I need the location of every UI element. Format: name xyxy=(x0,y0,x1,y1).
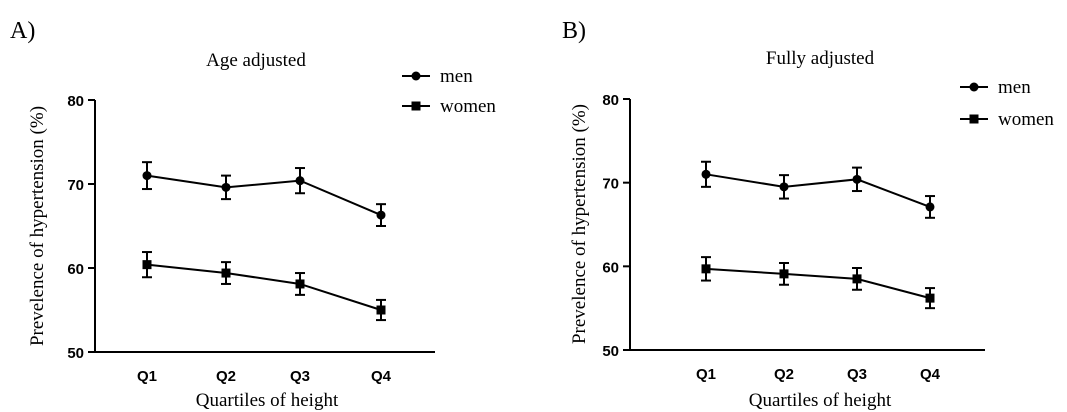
chart-panel-b: B) Fully adjusted 50 60 70 80 Q1 Q2 Q3 Q4 Quartile… xyxy=(562,18,1054,411)
y-tick-label: 60 xyxy=(67,261,84,278)
data-point xyxy=(925,293,935,303)
y-tick-label: 50 xyxy=(602,343,619,360)
legend-label: women xyxy=(440,96,496,117)
y-tick-label: 80 xyxy=(602,92,619,109)
x-tick-label: Q1 xyxy=(137,368,157,385)
data-point xyxy=(142,171,152,181)
legend-label: men xyxy=(440,66,473,87)
y-tick-label: 60 xyxy=(602,259,619,276)
data-point xyxy=(852,174,862,184)
y-tick-label: 70 xyxy=(67,177,84,194)
series-men xyxy=(142,161,386,227)
series-women xyxy=(142,251,386,322)
data-point xyxy=(142,260,152,270)
data-point xyxy=(376,210,386,220)
data-point xyxy=(376,305,386,315)
y-tick-label: 80 xyxy=(67,93,84,110)
x-tick-label: Q3 xyxy=(847,366,867,383)
legend: men women xyxy=(960,77,1054,130)
legend: men women xyxy=(402,66,496,117)
y-axis-title: Prevelence of hypertension (%) xyxy=(27,106,48,346)
chart-title: Age adjusted xyxy=(206,50,306,71)
y-tick-label: 50 xyxy=(67,345,84,362)
data-point xyxy=(295,176,305,186)
x-tick-label: Q3 xyxy=(290,368,310,385)
x-tick-label: Q4 xyxy=(371,368,392,385)
legend-label: women xyxy=(998,109,1054,130)
data-point xyxy=(852,274,862,284)
data-point xyxy=(221,182,231,192)
legend-marker xyxy=(411,101,421,111)
series-men xyxy=(701,160,935,219)
x-axis-title: Quartiles of height xyxy=(196,390,339,411)
series-line xyxy=(705,173,931,208)
data-point xyxy=(779,269,789,279)
data-point xyxy=(221,268,231,278)
x-tick-label: Q2 xyxy=(774,366,794,383)
y-tick-label: 70 xyxy=(602,176,619,193)
chart-panel-a: A) Age adjusted 50 60 70 80 Q1 Q2 Q3 Q4 Quartiles … xyxy=(10,18,496,411)
legend-label: men xyxy=(998,77,1031,98)
chart-title: Fully adjusted xyxy=(766,48,875,69)
series-line xyxy=(705,267,931,300)
legend-marker xyxy=(411,71,421,81)
x-axis-title: Quartiles of height xyxy=(749,390,892,411)
y-axis-title: Prevelence of hypertension (%) xyxy=(569,104,590,344)
panel-label: A) xyxy=(10,18,35,44)
legend-marker xyxy=(969,114,979,124)
x-tick-label: Q4 xyxy=(920,366,941,383)
data-point xyxy=(701,264,711,274)
legend-marker xyxy=(969,82,979,92)
series-line xyxy=(146,174,382,217)
data-point xyxy=(701,169,711,179)
data-point xyxy=(925,202,935,212)
x-tick-label: Q2 xyxy=(216,368,236,385)
series-line xyxy=(146,263,382,311)
panel-label: B) xyxy=(562,18,586,44)
data-point xyxy=(779,182,789,192)
x-tick-label: Q1 xyxy=(696,366,716,383)
data-point xyxy=(295,279,305,289)
series-women xyxy=(701,256,935,310)
